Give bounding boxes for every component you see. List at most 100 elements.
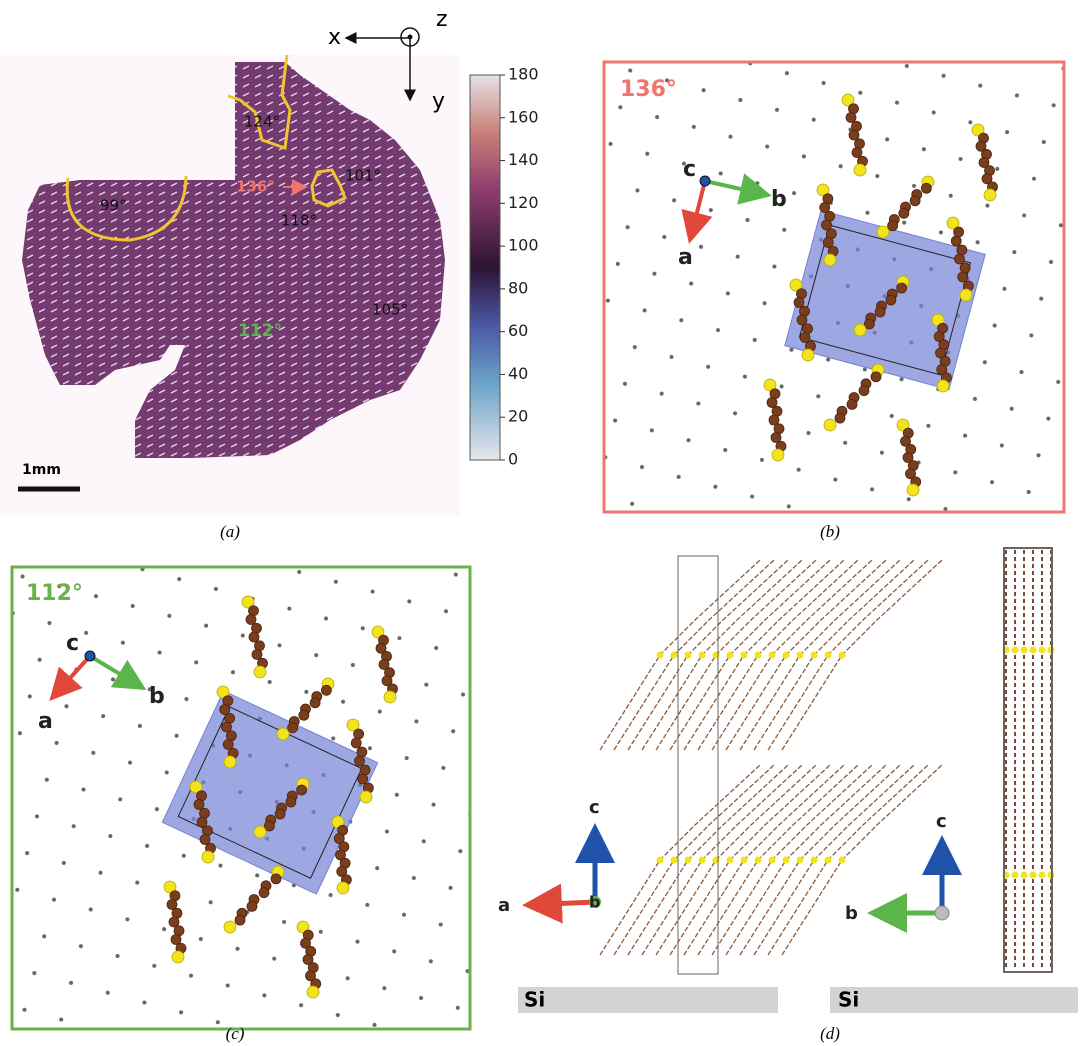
sulfur-atom [727,857,734,864]
angle-title: 112° [26,581,83,606]
sulfur-atom [685,857,692,864]
figure: x y z 124° 136° 101° 99° 118° 105° 112° … [0,0,1081,1046]
sulfur-atom [984,189,996,201]
colorbar-tick-label: 0 [508,450,518,469]
molecule-chain [684,765,844,955]
angle-label: 124° [244,113,280,131]
carbon-atom [849,130,859,140]
molecule-chain [600,765,760,955]
sulfur-atom [224,921,236,933]
carbon-atom [167,900,177,910]
carbon-atom [955,254,965,264]
sulfur-atom [769,652,776,659]
sulfur-atom [741,857,748,864]
carbon-atom [351,738,361,748]
carbon-atom [288,723,298,733]
axis-label: c [66,631,79,656]
sulfur-atom [797,652,804,659]
sulfur-atom [907,484,919,496]
axis-label: b [771,187,787,212]
sulfur-atom [811,857,818,864]
carbon-atom [275,809,285,819]
sulfur-atom [337,882,349,894]
sulfur-atom [254,826,266,838]
molecular-stack [1003,550,1055,970]
axis-label: z [436,7,448,32]
carbon-atom [358,774,368,784]
sulfur-atom [797,857,804,864]
carbon-atom [321,685,331,695]
axis-label: a [38,709,53,734]
molecule-chain [628,560,788,750]
axis-label: b [845,903,858,924]
sulfur-atom [1012,647,1019,654]
molecule-chain [754,560,914,750]
carbon-atom [767,398,777,408]
axis-label: a [678,245,693,270]
molecule-chain [782,560,942,750]
scale-bar-label: 1mm [22,462,61,478]
molecule-chain [726,560,886,750]
carbon-atom [859,386,869,396]
carbon-atom [259,888,269,898]
c-axis-dot [700,176,710,186]
panel-label: (b) [820,522,840,541]
carbon-atom [252,650,262,660]
molecule-chain [642,765,802,955]
sulfur-atom [1030,872,1037,879]
colorbar-tick-label: 40 [508,364,528,383]
axis-label: b [149,684,165,709]
panel-label: (a) [220,522,240,541]
sulfur-atom [824,254,836,266]
colorbar-tick-label: 180 [508,65,539,84]
carbon-atom [355,756,365,766]
molecule-chain [768,560,928,750]
sulfur-atom [802,349,814,361]
sulfur-atom [699,652,706,659]
colorbar-tick-label: 100 [508,236,539,255]
carbon-atom [310,698,320,708]
carbon-atom [360,765,370,775]
molecule-chain [656,560,816,750]
carbon-atom [769,415,779,425]
sulfur-atom [772,449,784,461]
molecule-chain [712,560,872,750]
molecule-chain [600,560,760,750]
carbon-atom [271,874,281,884]
molecule-chain [642,560,802,750]
sulfur-atom [254,666,266,678]
page: x y z 124° 136° 101° 99° 118° 105° 112° … [0,0,1081,1046]
angle-title: 136° [620,77,677,102]
molecule-chain [740,560,900,750]
molecule-chain [614,765,774,955]
carbon-atom [246,615,256,625]
axis-label: c [936,811,947,832]
sulfur-atom [224,756,236,768]
carbon-atom [954,227,964,237]
molecule-chain [740,765,900,955]
colorbar-tick-label: 20 [508,407,528,426]
sulfur-atom [783,857,790,864]
z-symbol [408,35,413,40]
angle-label: 101° [345,167,381,185]
molecule-chain [614,560,774,750]
sulfur-atom [202,851,214,863]
carbon-atom [921,183,931,193]
sulfur-atom [1012,872,1019,879]
sulfur-atom [1039,872,1046,879]
sulfur-atom [671,652,678,659]
sulfur-atom [657,652,664,659]
carbon-atom [222,722,232,732]
sulfur-atom [1030,647,1037,654]
sulfur-atom [825,857,832,864]
substrate-label: Si [838,988,859,1012]
molecule-chain [726,765,886,955]
sulfur-atom [960,289,972,301]
sulfur-atom [825,652,832,659]
carbon-atom [169,917,179,927]
colorbar-tick-label: 120 [508,193,539,212]
molecule-chain [712,765,872,955]
carbon-atom [899,208,909,218]
sulfur-atom [783,652,790,659]
sulfur-atom [1039,647,1046,654]
